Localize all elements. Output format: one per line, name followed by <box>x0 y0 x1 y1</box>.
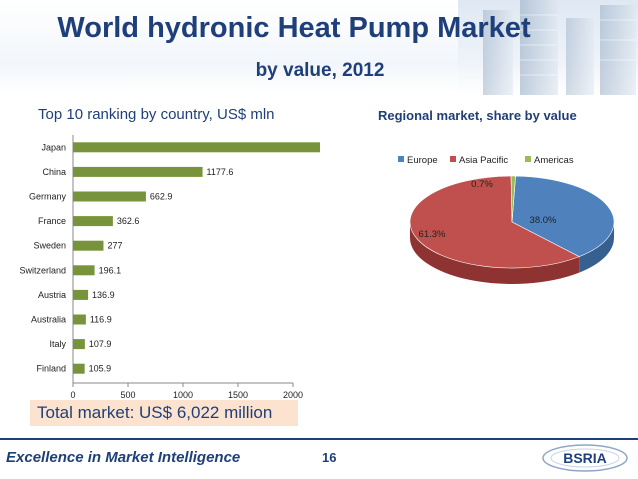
category-label: Sweden <box>33 241 66 251</box>
category-label: Switzerland <box>19 265 66 275</box>
x-tick-label: 1500 <box>228 390 248 400</box>
bar <box>73 240 104 251</box>
bar <box>73 314 86 325</box>
bar <box>73 265 95 276</box>
page-title: World hydronic Heat Pump Market <box>57 12 531 44</box>
category-label: Australia <box>31 315 66 325</box>
pie-slice <box>511 175 615 257</box>
bar-value-label: 662.9 <box>150 192 173 202</box>
legend-swatch <box>450 156 456 162</box>
legend-label: Americas <box>534 155 574 166</box>
category-label: Finland <box>36 364 66 374</box>
skyscraper-image <box>458 0 638 95</box>
bar-value-label: 107.9 <box>89 339 112 349</box>
category-label: Germany <box>29 192 67 202</box>
pie-slice-side <box>579 222 614 273</box>
category-label: Austria <box>38 290 66 300</box>
bar <box>73 166 203 177</box>
bsria-logo: BSRIA <box>542 444 628 472</box>
bar <box>73 339 85 350</box>
bar-value-label: 105.9 <box>89 364 112 374</box>
footer-tagline: Excellence in Market Intelligence <box>6 449 241 466</box>
bar-chart: Japan2,398China1177.6Germany662.9France3… <box>19 135 320 400</box>
logo-text: BSRIA <box>563 450 607 466</box>
pie-chart-title: Regional market, share by value <box>378 108 577 123</box>
bar <box>73 142 320 153</box>
bar-value-label: 196.1 <box>99 265 122 275</box>
pie-slice-side <box>410 222 580 284</box>
x-tick-label: 2000 <box>283 390 303 400</box>
legend-swatch <box>525 156 531 162</box>
page-subtitle: by value, 2012 <box>255 60 385 81</box>
legend-swatch <box>398 156 404 162</box>
pie-value-label: 61.3% <box>419 229 446 240</box>
pie-value-label: 38.0% <box>530 215 557 226</box>
x-tick-label: 1000 <box>173 390 193 400</box>
bar-value-label: 1177.6 <box>207 167 234 177</box>
legend-label: Europe <box>407 155 438 166</box>
legend-label: Asia Pacific <box>459 155 508 166</box>
x-tick-label: 0 <box>70 390 75 400</box>
bar <box>73 191 146 202</box>
bar <box>73 289 89 300</box>
pie-chart: Europe Asia Pacific Americas 38.0% 61.3% 0.7% <box>398 155 615 284</box>
category-label: China <box>42 167 66 177</box>
bar-value-label: 116.9 <box>90 315 112 325</box>
bar <box>73 216 113 227</box>
total-market-box: Total market: US$ 6,022 million <box>30 400 298 426</box>
category-label: France <box>38 216 66 226</box>
page-number: 16 <box>322 450 337 465</box>
pie-slice <box>409 175 580 269</box>
bar <box>73 363 85 374</box>
footer-divider <box>0 438 638 440</box>
bar-value-label: 136.9 <box>92 290 115 300</box>
x-tick-label: 500 <box>120 390 135 400</box>
pie-side <box>410 222 614 284</box>
pie-value-label: 0.7% <box>471 179 493 190</box>
bar-value-label: 362.6 <box>117 216 140 226</box>
bar-value-label: 277 <box>107 241 122 251</box>
bar-chart-title: Top 10 ranking by country, US$ mln <box>38 106 275 123</box>
category-label: Japan <box>41 142 66 152</box>
category-label: Italy <box>49 339 66 349</box>
total-market-label: Total market: US$ 6,022 million <box>37 403 273 422</box>
pie-slice <box>510 175 516 223</box>
